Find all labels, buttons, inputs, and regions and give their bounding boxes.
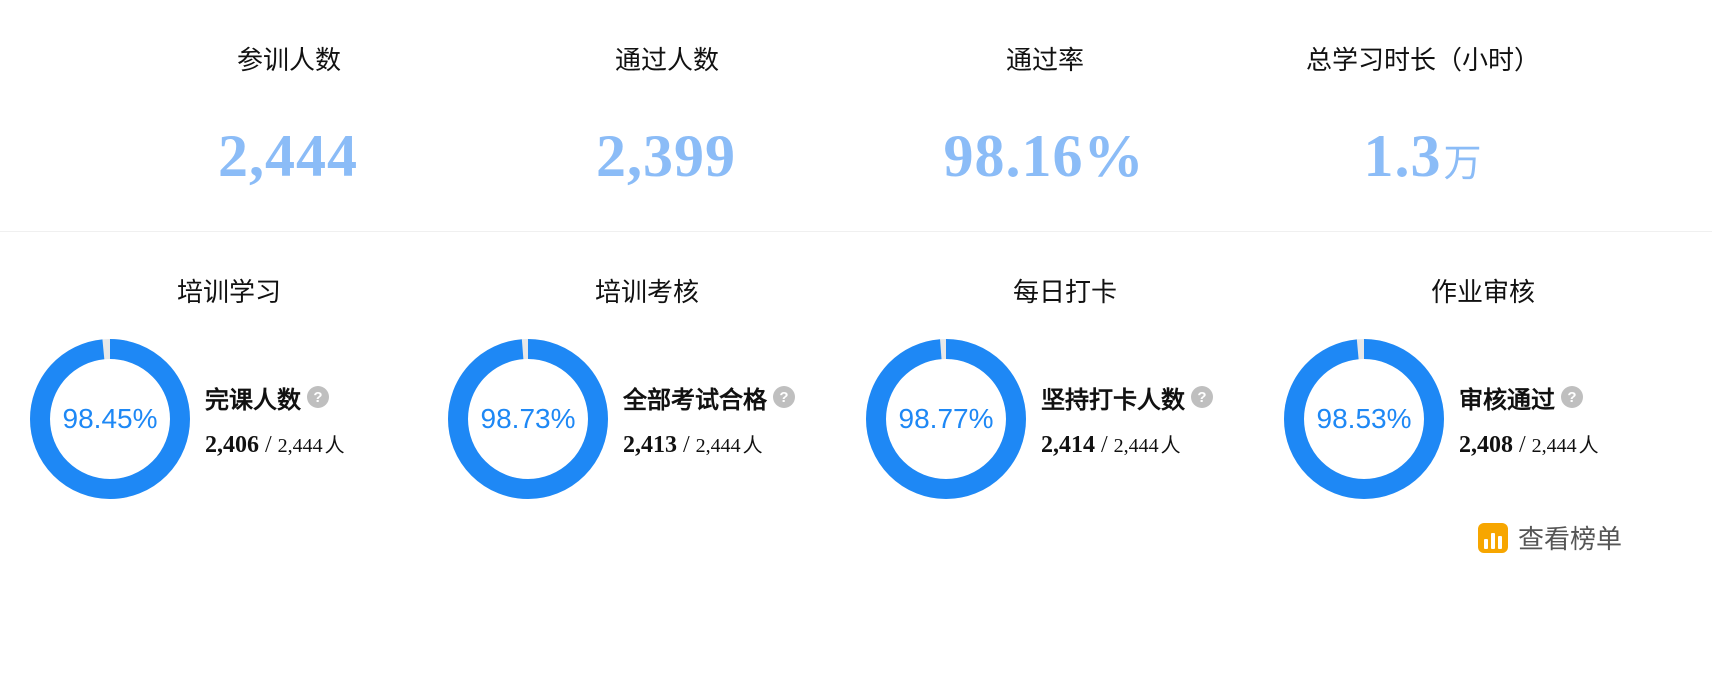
metric-label-row: 完课人数 ? (205, 380, 345, 415)
detail-side: 全部考试合格 ? 2,413 / 2,444人 (623, 380, 795, 459)
count-total: 2,444 (1532, 435, 1577, 457)
help-icon[interactable]: ? (1561, 386, 1583, 408)
detail-row: 培训学习 98.45% 完课人数 ? 2,406 / 2,444人 (0, 232, 1712, 509)
summary-row: 参训人数 2,444 通过人数 2,399 通过率 98.16% 总学习时长（小… (0, 0, 1712, 232)
count-suffix: 人 (743, 435, 763, 457)
count-value: 2,406 (205, 432, 259, 458)
count-suffix: 人 (325, 435, 345, 457)
bar-chart-icon (1478, 523, 1508, 553)
summary-label: 通过人数 (478, 40, 856, 77)
summary-number: 2,444 (218, 123, 358, 189)
count-value: 2,413 (623, 432, 677, 458)
metric-label-row: 坚持打卡人数 ? (1041, 380, 1213, 415)
metric-counts: 2,414 / 2,444人 (1041, 429, 1213, 459)
summary-number: 98.16% (944, 123, 1145, 189)
count-total: 2,444 (1114, 435, 1159, 457)
summary-card-study-hours: 总学习时长（小时） 1.3万 (1234, 40, 1612, 191)
detail-card-checkin: 每日打卡 98.77% 坚持打卡人数 ? 2,414 / 2,444人 (856, 272, 1274, 499)
metric-label-row: 审核通过 ? (1459, 380, 1599, 415)
metric-counts: 2,413 / 2,444人 (623, 429, 795, 459)
count-suffix: 人 (1579, 435, 1599, 457)
summary-number: 1.3 (1363, 123, 1441, 189)
count-total: 2,444 (696, 435, 741, 457)
training-dashboard: 参训人数 2,444 通过人数 2,399 通过率 98.16% 总学习时长（小… (0, 0, 1712, 576)
help-icon[interactable]: ? (307, 386, 329, 408)
detail-body: 98.45% 完课人数 ? 2,406 / 2,444人 (30, 339, 428, 499)
count-suffix: 人 (1161, 435, 1181, 457)
metric-label: 全部考试合格 (623, 380, 767, 415)
metric-counts: 2,406 / 2,444人 (205, 429, 345, 459)
detail-title: 培训考核 (448, 272, 846, 309)
help-icon[interactable]: ? (773, 386, 795, 408)
detail-title: 培训学习 (30, 272, 428, 309)
detail-side: 坚持打卡人数 ? 2,414 / 2,444人 (1041, 380, 1213, 459)
summary-number: 2,399 (596, 123, 736, 189)
detail-card-study: 培训学习 98.45% 完课人数 ? 2,406 / 2,444人 (20, 272, 438, 499)
count-total: 2,444 (278, 435, 323, 457)
summary-value: 2,444 (100, 122, 478, 191)
summary-card-passed: 通过人数 2,399 (478, 40, 856, 191)
progress-ring: 98.73% (448, 339, 608, 499)
detail-body: 98.77% 坚持打卡人数 ? 2,414 / 2,444人 (866, 339, 1264, 499)
detail-side: 完课人数 ? 2,406 / 2,444人 (205, 380, 345, 459)
summary-label: 通过率 (856, 40, 1234, 77)
help-icon[interactable]: ? (1191, 386, 1213, 408)
footer-link-label: 查看榜单 (1518, 519, 1622, 556)
progress-ring: 98.53% (1284, 339, 1444, 499)
metric-counts: 2,408 / 2,444人 (1459, 429, 1599, 459)
detail-body: 98.53% 审核通过 ? 2,408 / 2,444人 (1284, 339, 1682, 499)
summary-label: 参训人数 (100, 40, 478, 77)
progress-ring: 98.77% (866, 339, 1026, 499)
summary-card-participants: 参训人数 2,444 (100, 40, 478, 191)
detail-title: 作业审核 (1284, 272, 1682, 309)
metric-label: 审核通过 (1459, 380, 1555, 415)
summary-value: 2,399 (478, 122, 856, 191)
metric-label: 完课人数 (205, 380, 301, 415)
view-ranking-link[interactable]: 查看榜单 (0, 509, 1712, 576)
progress-ring: 98.45% (30, 339, 190, 499)
count-value: 2,408 (1459, 432, 1513, 458)
summary-label: 总学习时长（小时） (1234, 40, 1612, 77)
summary-value: 1.3万 (1234, 122, 1612, 191)
count-value: 2,414 (1041, 432, 1095, 458)
metric-label-row: 全部考试合格 ? (623, 380, 795, 415)
detail-body: 98.73% 全部考试合格 ? 2,413 / 2,444人 (448, 339, 846, 499)
summary-card-pass-rate: 通过率 98.16% (856, 40, 1234, 191)
summary-value: 98.16% (856, 122, 1234, 191)
detail-card-homework: 作业审核 98.53% 审核通过 ? 2,408 / 2,444人 (1274, 272, 1692, 499)
summary-unit: 万 (1443, 143, 1482, 185)
detail-side: 审核通过 ? 2,408 / 2,444人 (1459, 380, 1599, 459)
detail-title: 每日打卡 (866, 272, 1264, 309)
metric-label: 坚持打卡人数 (1041, 380, 1185, 415)
detail-card-exam: 培训考核 98.73% 全部考试合格 ? 2,413 / 2,444人 (438, 272, 856, 499)
